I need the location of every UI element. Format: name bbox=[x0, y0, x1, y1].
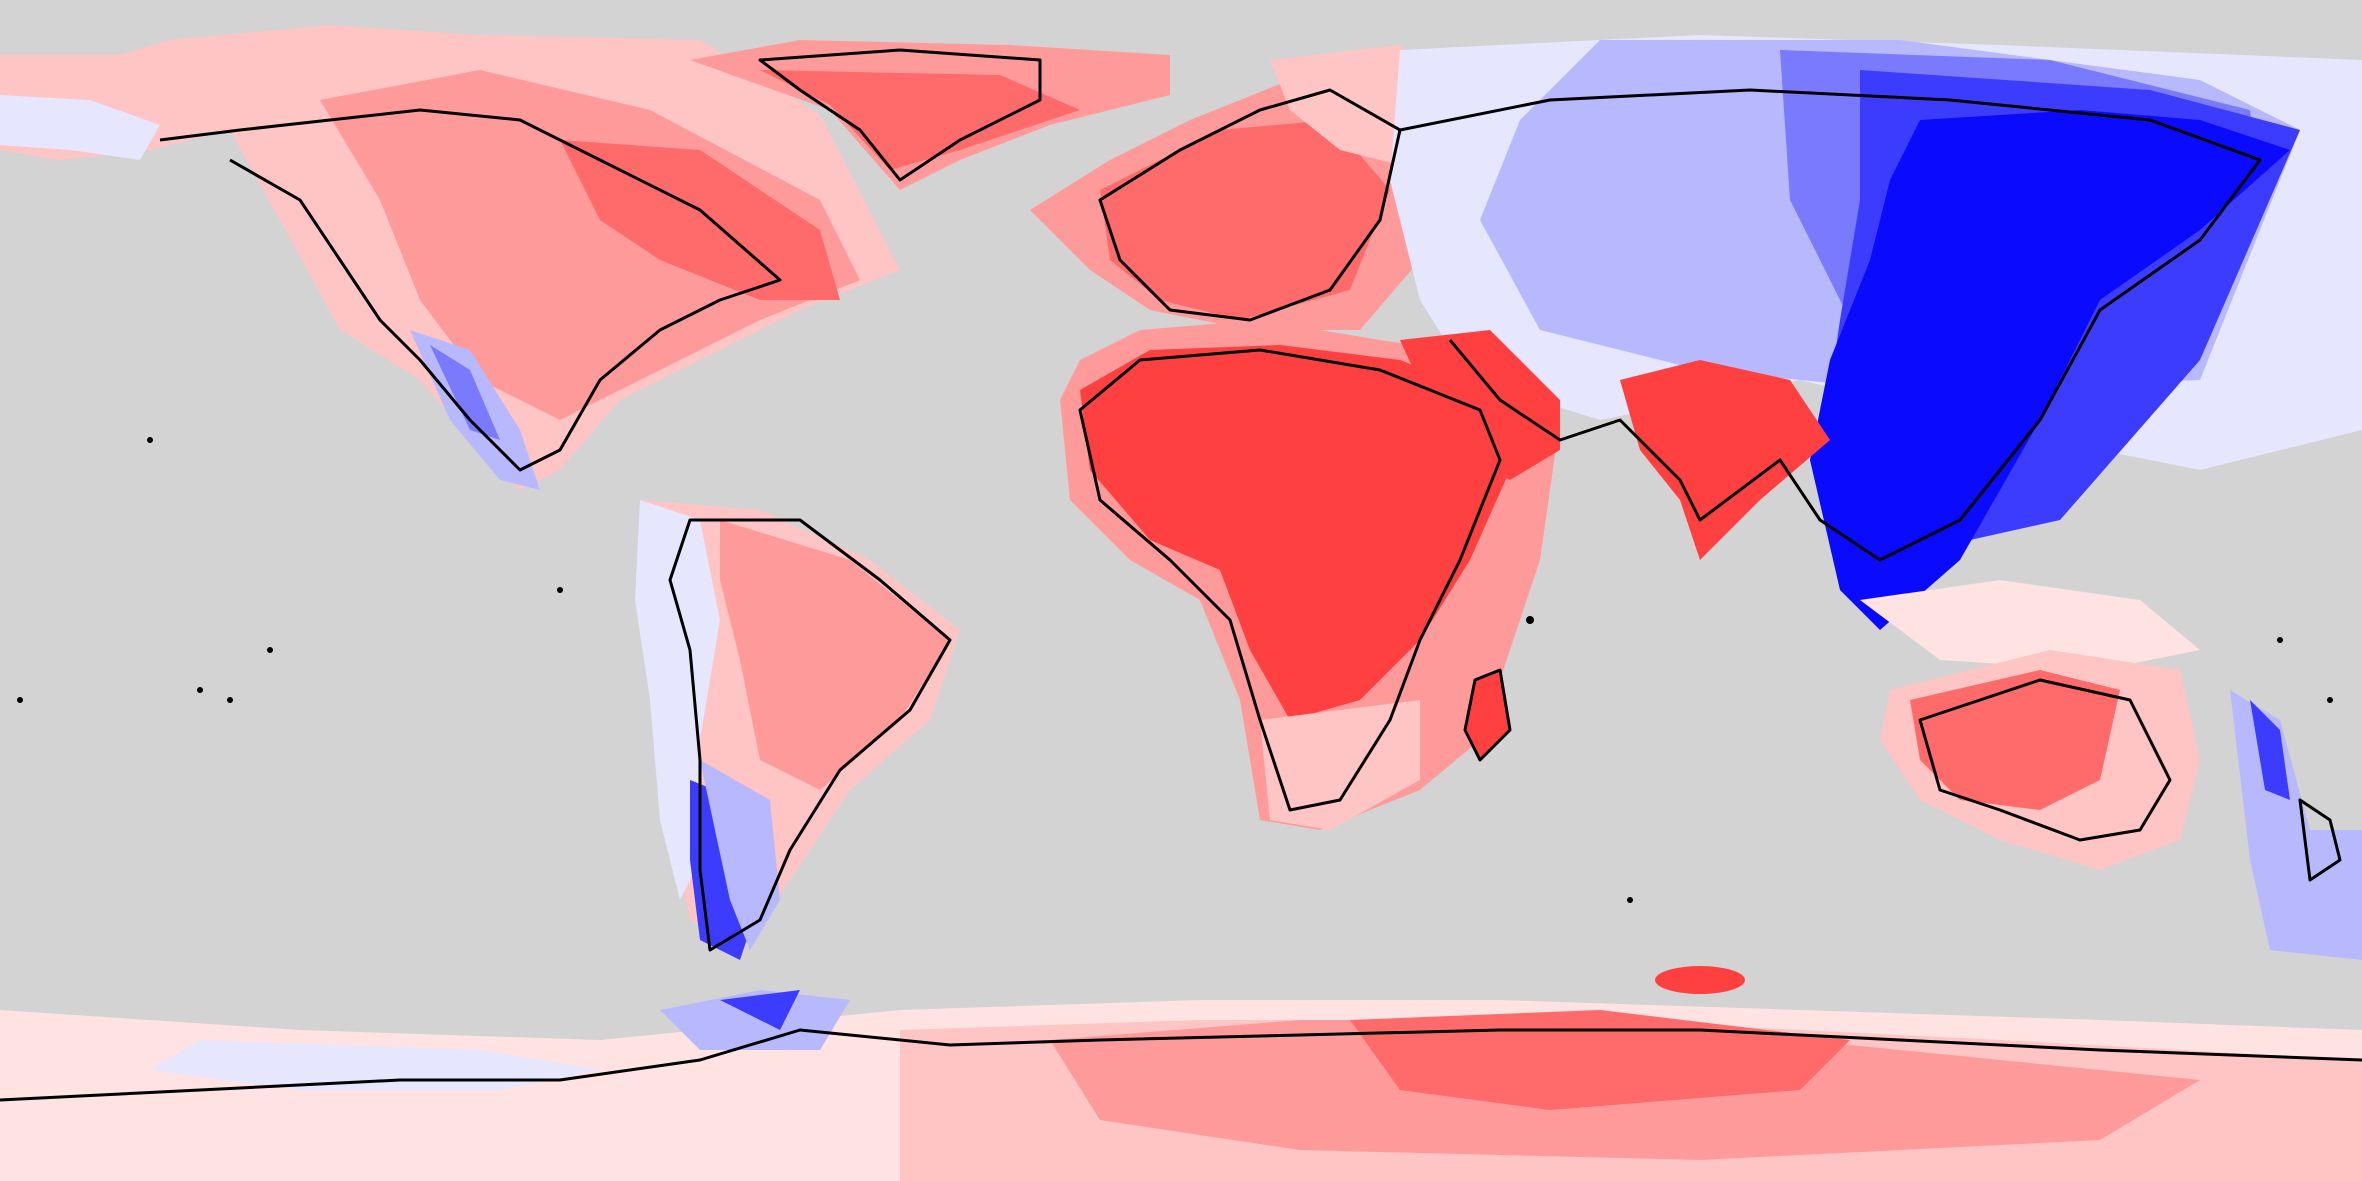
coast-europe bbox=[1098, 88, 1402, 322]
coast-north-america bbox=[159, 108, 782, 472]
island-dot bbox=[267, 647, 273, 653]
coast-africa bbox=[1078, 348, 1502, 812]
kerguelen-patch bbox=[1655, 966, 1745, 994]
island-dot bbox=[227, 697, 233, 703]
antarctica-strong bbox=[1350, 1010, 1850, 1110]
africa-region bbox=[1060, 320, 1560, 830]
europe-core bbox=[1100, 120, 1390, 320]
south-america-core bbox=[720, 520, 950, 790]
greenland-core bbox=[760, 70, 1080, 170]
madagascar bbox=[1465, 670, 1510, 760]
coast-south-america bbox=[668, 518, 952, 952]
antarctica-region bbox=[0, 966, 2362, 1181]
new-zealand-core bbox=[2250, 700, 2290, 800]
antarctica-west-blue bbox=[150, 1040, 600, 1090]
alaska-blue bbox=[0, 95, 160, 160]
island-dot bbox=[1526, 616, 1534, 624]
australia-region bbox=[1860, 580, 2362, 960]
coast-new-zealand bbox=[2298, 798, 2342, 882]
east-asia-field bbox=[1810, 110, 2290, 630]
antarctic-peninsula bbox=[660, 990, 850, 1050]
island-dot bbox=[2327, 697, 2333, 703]
patagonia-light bbox=[700, 760, 780, 950]
island-dot bbox=[2277, 637, 2283, 643]
india-region bbox=[1620, 360, 1830, 560]
south-africa-pale bbox=[1260, 700, 1420, 830]
india-core bbox=[1620, 360, 1830, 560]
island-dot bbox=[1627, 897, 1633, 903]
canada-east bbox=[560, 140, 840, 300]
scattered-islands bbox=[17, 437, 2333, 903]
coast-madagascar bbox=[1463, 668, 1512, 762]
coast-australia bbox=[1918, 678, 2172, 842]
coast-asia bbox=[1399, 88, 2262, 562]
island-dot bbox=[17, 697, 23, 703]
coast-antarctica bbox=[0, 1028, 2362, 1102]
east-asia-region bbox=[1810, 110, 2290, 630]
island-dot bbox=[197, 687, 203, 693]
north-america-region bbox=[0, 25, 900, 490]
island-dot bbox=[557, 587, 563, 593]
island-dot bbox=[147, 437, 153, 443]
north-america-core bbox=[320, 70, 860, 420]
mexico-blue-core bbox=[430, 345, 500, 440]
antarctic-peninsula-core bbox=[720, 990, 800, 1030]
south-america-region bbox=[635, 500, 960, 960]
coastlines bbox=[0, 48, 2362, 1102]
coast-greenland bbox=[758, 48, 1042, 182]
arabia-core bbox=[1400, 330, 1560, 480]
greenland-region bbox=[690, 40, 1170, 190]
indonesia-pale bbox=[1860, 580, 2200, 670]
africa-core bbox=[1080, 345, 1510, 720]
